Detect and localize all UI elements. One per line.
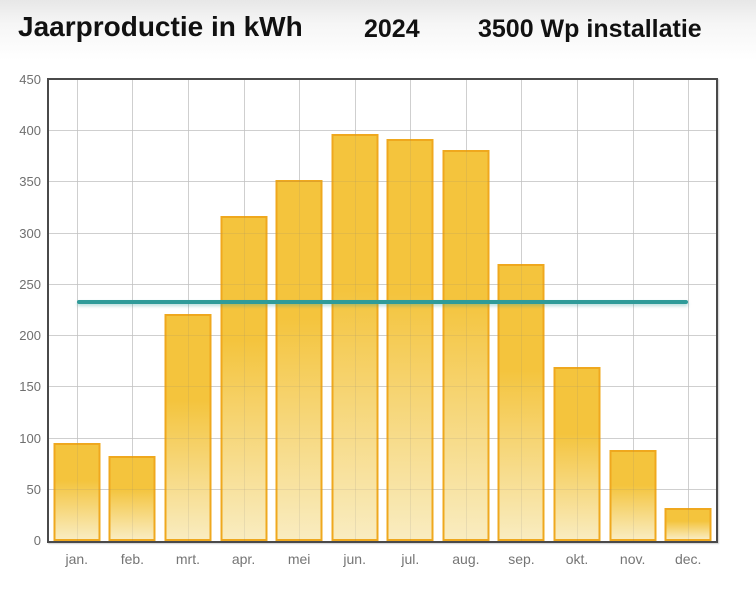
y-tick-450: 450: [19, 72, 41, 87]
bar-slot-mei: [271, 80, 327, 541]
vgridline-dec.: [688, 80, 690, 541]
gridline-overlay-layer: [49, 80, 716, 541]
average-line-layer: [49, 80, 716, 541]
y-tick-150: 150: [19, 379, 41, 395]
bar-slot-sep.: [494, 80, 550, 541]
bar-sep.: [497, 264, 545, 541]
vgridline-jan.: [76, 80, 78, 541]
bar-aug.: [442, 149, 490, 541]
hgridline-350: [49, 181, 716, 183]
vgridline-nov.: [632, 80, 634, 541]
y-tick-350: 350: [19, 174, 41, 190]
x-label-jan: jan.: [65, 551, 89, 567]
plot-area: [47, 78, 718, 543]
bar-slot-apr.: [216, 80, 272, 541]
x-label-dec: dec.: [674, 551, 702, 567]
x-label-okt: okt.: [565, 551, 589, 567]
vgridline-mei: [299, 80, 301, 541]
bar-jun.: [331, 134, 379, 541]
bar-mei: [275, 180, 323, 541]
hgridline-100: [49, 437, 716, 439]
bar-jan.: [53, 442, 101, 541]
vgridline-okt.: [577, 80, 579, 541]
x-label-mei: mei: [287, 551, 311, 567]
vgridline-jan.: [76, 80, 78, 541]
vgridline-feb.: [132, 80, 134, 541]
bar-slot-mrt.: [160, 80, 216, 541]
y-tick-400: 400: [19, 123, 41, 139]
hgridline-50: [49, 488, 716, 490]
x-label-aug: aug.: [452, 551, 480, 567]
x-label-sep: sep.: [508, 551, 535, 567]
y-tick-200: 200: [19, 328, 41, 344]
bar-slot-aug.: [438, 80, 494, 541]
bar-slot-okt.: [549, 80, 605, 541]
chart-installation-label: 3500 Wp installatie: [478, 15, 702, 43]
hgridline-100: [49, 437, 716, 439]
vgridline-apr.: [243, 80, 245, 541]
bar-slot-jul.: [383, 80, 439, 541]
hgridline-250: [49, 283, 716, 285]
hgridline-150: [49, 386, 716, 388]
bar-jul.: [386, 139, 434, 541]
hgridline-200: [49, 335, 716, 337]
x-label-jun: jun.: [343, 551, 366, 567]
bar-nov.: [609, 449, 657, 541]
average-line: [76, 300, 689, 305]
vgridline-sep.: [521, 80, 523, 541]
vgridline-dec.: [688, 80, 690, 541]
bar-slot-dec.: [660, 80, 716, 541]
x-label-jul: jul.: [401, 551, 420, 567]
bar-apr.: [220, 216, 268, 541]
vgridline-jun.: [354, 80, 356, 541]
bar-slot-nov.: [605, 80, 661, 541]
vgridline-feb.: [132, 80, 134, 541]
chart-year: 2024: [364, 15, 420, 43]
hgridline-400: [49, 130, 716, 132]
bar-dec.: [664, 508, 712, 541]
bar-slot-jun.: [327, 80, 383, 541]
vgridline-okt.: [577, 80, 579, 541]
x-label-mrt: mrt.: [175, 551, 201, 567]
x-label-feb: feb.: [120, 551, 145, 567]
hgridline-350: [49, 181, 716, 183]
bars-layer: [49, 80, 716, 541]
y-tick-50: 50: [26, 481, 41, 497]
hgridline-50: [49, 488, 716, 490]
vgridline-aug.: [465, 80, 467, 541]
y-tick-300: 300: [19, 225, 41, 241]
hgridline-400: [49, 130, 716, 132]
y-tick-0: 0: [33, 533, 41, 548]
bar-slot-jan.: [49, 80, 105, 541]
bar-slot-feb.: [105, 80, 161, 541]
vgridline-jul.: [410, 80, 412, 541]
hgridline-200: [49, 335, 716, 337]
x-label-nov: nov.: [619, 551, 646, 567]
vgridline-mrt.: [187, 80, 189, 541]
hgridline-250: [49, 283, 716, 285]
bar-feb.: [108, 455, 156, 541]
bar-mrt.: [164, 313, 212, 541]
hgridline-300: [49, 232, 716, 234]
bar-okt.: [553, 366, 601, 541]
y-tick-250: 250: [19, 276, 41, 292]
hgridline-150: [49, 386, 716, 388]
chart-title: Jaarproductie in kWh: [18, 11, 303, 42]
y-tick-100: 100: [19, 430, 41, 446]
x-label-apr: apr.: [231, 551, 256, 567]
hgridline-300: [49, 232, 716, 234]
vgridline-nov.: [632, 80, 634, 541]
vgridline-mrt.: [187, 80, 189, 541]
